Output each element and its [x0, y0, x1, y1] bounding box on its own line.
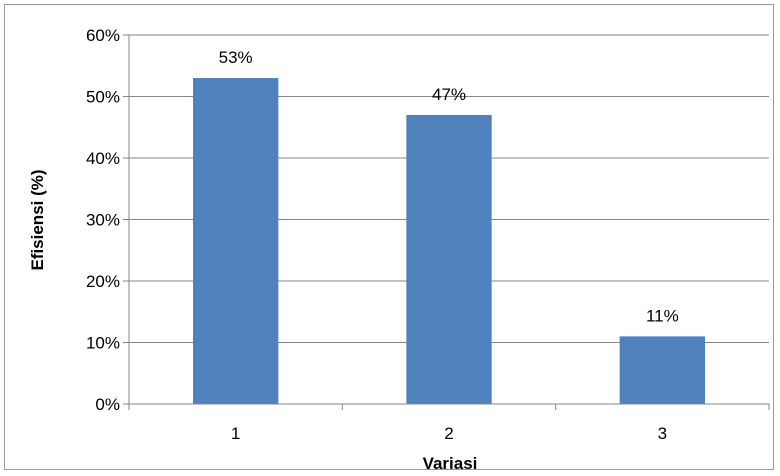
bar-3 [619, 336, 705, 404]
x-axis-title: Variasi [423, 454, 478, 473]
bar-2 [406, 114, 492, 404]
x-tick-label: 2 [444, 424, 453, 443]
y-tick-label: 20% [86, 272, 120, 291]
y-tick-label: 50% [86, 88, 120, 107]
data-label: 47% [432, 85, 466, 104]
data-label: 53% [219, 48, 253, 67]
y-axis-title: Efisiensi (%) [28, 169, 47, 270]
bars [193, 78, 705, 405]
labels: 0% 10% 20% 30% 40% 50% 60% 53% 1 47% 2 11% 3 [86, 26, 679, 443]
data-label: 11% [646, 306, 679, 325]
y-tick-label: 30% [86, 211, 120, 230]
y-tick-label: 10% [86, 334, 120, 353]
y-tick-label: 60% [86, 26, 120, 45]
bar-1 [193, 78, 279, 405]
x-tick-label: 1 [231, 424, 240, 443]
axes [123, 34, 770, 410]
y-tick-label: 40% [86, 149, 120, 168]
x-tick-label: 3 [658, 424, 667, 443]
y-tick-label: 0% [95, 395, 120, 414]
